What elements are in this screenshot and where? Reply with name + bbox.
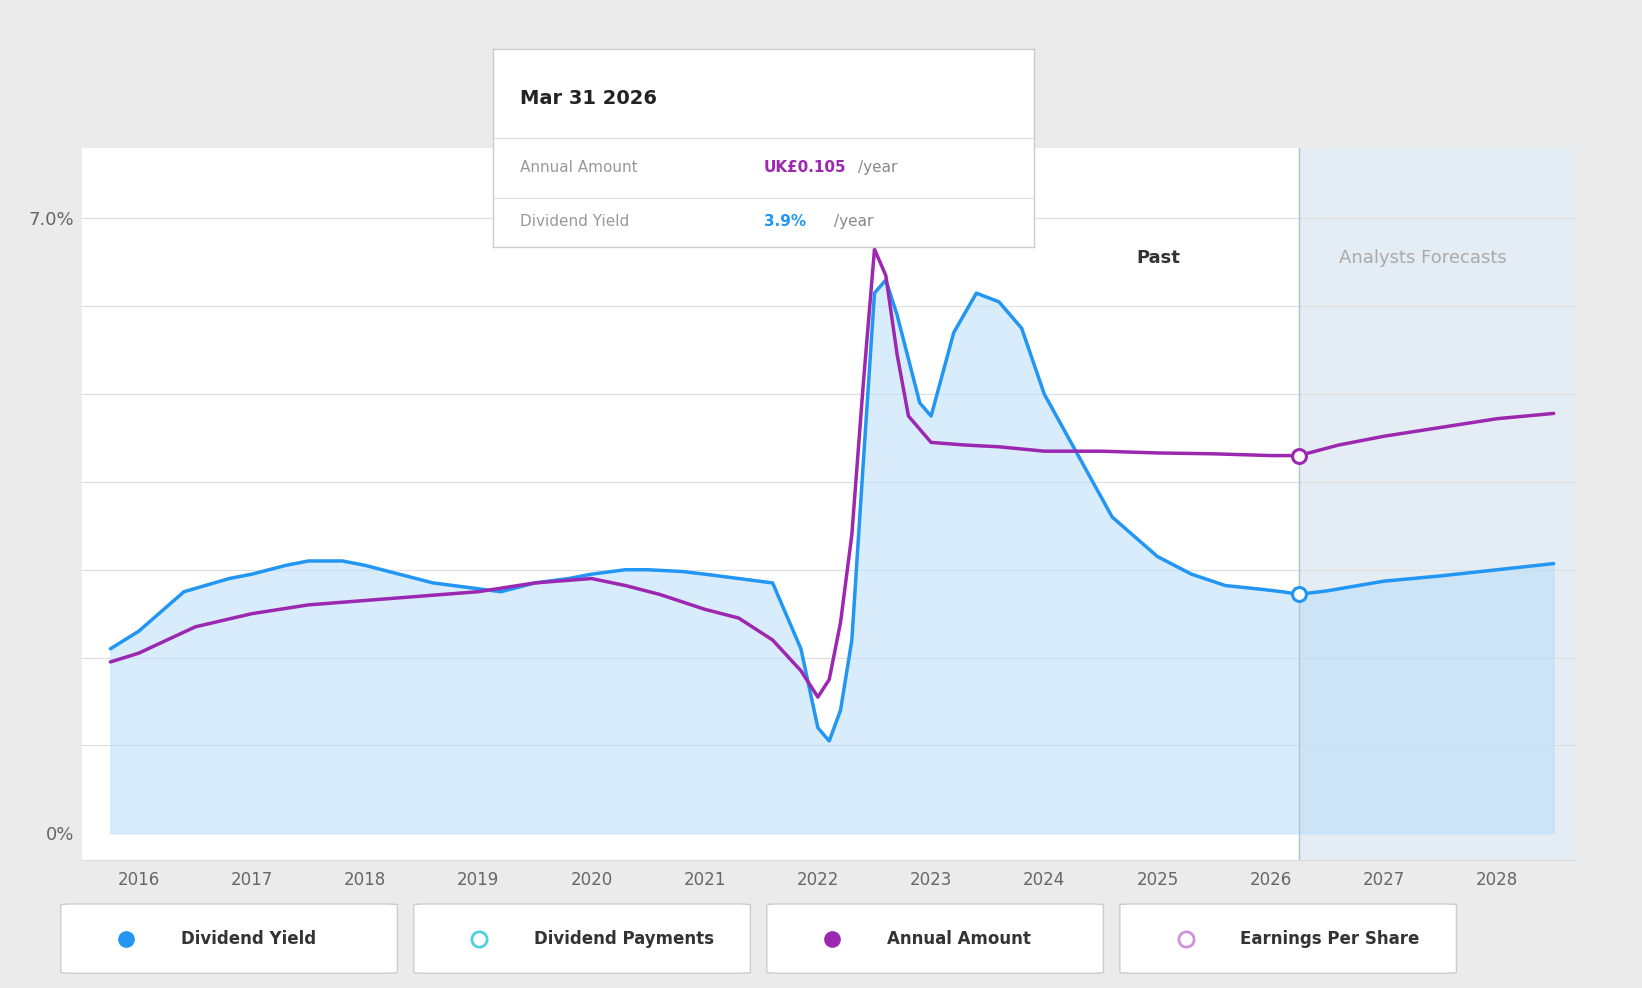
Text: Past: Past (1136, 249, 1181, 267)
Text: Analysts Forecasts: Analysts Forecasts (1338, 249, 1506, 267)
Text: /year: /year (859, 160, 898, 176)
Text: 3.9%: 3.9% (764, 213, 806, 229)
Bar (1299, 148, 1576, 860)
Text: Earnings Per Share: Earnings Per Share (1240, 930, 1419, 947)
FancyBboxPatch shape (61, 904, 397, 973)
Text: Dividend Payments: Dividend Payments (534, 930, 714, 947)
Text: Dividend Yield: Dividend Yield (181, 930, 315, 947)
Text: Dividend Yield: Dividend Yield (519, 213, 629, 229)
FancyBboxPatch shape (414, 904, 750, 973)
FancyBboxPatch shape (767, 904, 1103, 973)
Text: UK£0.105: UK£0.105 (764, 160, 846, 176)
Text: /year: /year (834, 213, 874, 229)
Text: Mar 31 2026: Mar 31 2026 (519, 89, 657, 108)
FancyBboxPatch shape (1120, 904, 1456, 973)
Text: Annual Amount: Annual Amount (519, 160, 637, 176)
Text: Annual Amount: Annual Amount (887, 930, 1031, 947)
